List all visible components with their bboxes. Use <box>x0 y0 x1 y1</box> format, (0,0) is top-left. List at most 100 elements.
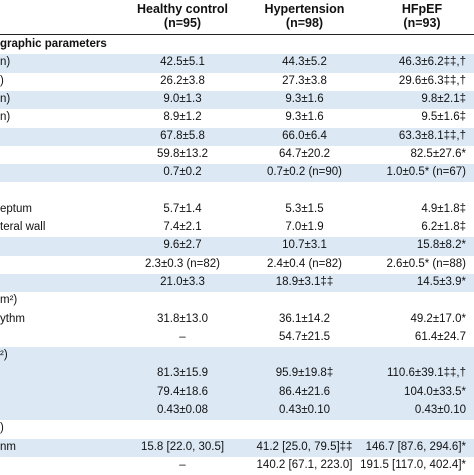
table-row: m²) <box>0 292 474 310</box>
cell-healthy-control: 31.8±13.0 <box>156 312 209 325</box>
row-label: m²) <box>0 294 18 307</box>
cell-healthy-control: 9.0±1.3 <box>163 92 202 105</box>
table-row: teral wall 7.4±2.1 7.0±1.9 6.2±1.8‡ <box>0 219 474 237</box>
column-header-healthy-control: Healthy control <box>137 2 228 16</box>
table-row: – 54.7±21.5 61.4±24.7 <box>0 329 474 347</box>
column-header-hypertension: Hypertension <box>264 2 345 16</box>
table-row: ²) <box>0 347 474 366</box>
cell-hypertension: 140.2 [67.1, 223.0] <box>256 458 353 471</box>
header-divider <box>0 34 474 35</box>
cell-hypertension: 0.7±0.2 (n=90) <box>266 166 343 179</box>
row-label: n) <box>0 92 11 105</box>
cell-healthy-control: 59.8±13.2 <box>156 147 209 160</box>
cell-hfpef: 29.6±6.3‡‡,† <box>398 74 466 87</box>
table-row: n) 8.9±1.2 9.3±1.6 9.5±1.6‡ <box>0 109 474 127</box>
cell-hypertension: 9.3±1.6 <box>285 111 324 124</box>
cell-hypertension: 10.7±3.1 <box>282 239 327 252</box>
cell-healthy-control: 9.6±2.7 <box>163 239 202 252</box>
group-size-hfpef: (n=93) <box>403 16 441 30</box>
cell-healthy-control: 2.3±0.3 (n=82) <box>144 257 221 270</box>
table-row: eptum 5.7±1.4 5.3±1.5 4.9±1.8‡ <box>0 201 474 219</box>
cell-healthy-control: 0.43±0.08 <box>156 404 209 416</box>
cell-hypertension: 41.2 [25.0, 79.5]‡‡ <box>256 440 353 453</box>
cell-healthy-control: 8.9±1.2 <box>163 111 202 124</box>
cell-hypertension: 95.9±19.8‡ <box>275 367 334 380</box>
cell-hfpef: 110.6±39.1‡‡,† <box>386 367 466 380</box>
cell-healthy-control: – <box>179 330 186 343</box>
row-label: ²) <box>0 349 8 362</box>
cell-hfpef: 9.8±2.1‡ <box>421 92 466 105</box>
cell-hypertension: 86.4±21.6 <box>278 385 331 398</box>
cell-healthy-control: – <box>179 458 186 471</box>
cell-hypertension: 27.3±3.8 <box>282 74 327 87</box>
table-row: 2.3±0.3 (n=82) 2.4±0.4 (n=82) 2.6±0.5* (n=… <box>0 256 474 274</box>
cell-hypertension: 64.7±20.2 <box>278 147 331 160</box>
cell-hypertension: 66.0±6.4 <box>282 129 327 142</box>
cell-hypertension: 36.1±14.2 <box>278 312 331 325</box>
cell-healthy-control: 81.3±15.9 <box>156 367 209 380</box>
cell-hypertension: 54.7±21.5 <box>278 330 331 343</box>
cell-healthy-control: 7.4±2.1 <box>163 221 202 233</box>
table-header: Healthy control Hypertension HFpEF <box>0 0 474 22</box>
cell-healthy-control: 15.8 [22.0, 30.5] <box>140 440 225 453</box>
cell-hfpef: 2.6±0.5* (n=88) <box>386 257 466 270</box>
cell-healthy-control: 5.7±1.4 <box>163 202 202 215</box>
cell-healthy-control: 26.2±3.8 <box>160 74 205 87</box>
cell-hfpef: 82.5±27.6* <box>410 147 466 160</box>
table-row: n) 42.5±5.1 44.3±5.2 46.3±6.2‡‡,† <box>0 54 474 73</box>
table-row: 0.7±0.2 0.7±0.2 (n=90) 1.0±0.5* (n=67) <box>0 164 474 183</box>
cell-healthy-control: 67.8±5.8 <box>160 129 205 142</box>
cell-hfpef: 63.3±8.1‡‡,† <box>398 129 466 142</box>
table-row: ythm 31.8±13.0 36.1±14.2 49.2±17.0* <box>0 311 474 329</box>
column-header-hfpef: HFpEF <box>401 2 443 16</box>
table-row: ) 26.2±3.8 27.3±3.8 29.6±6.3‡‡,† <box>0 73 474 91</box>
group-size-healthy-control: (n=95) <box>163 16 202 30</box>
table-row: 79.4±18.6 86.4±21.6 104.0±33.5* <box>0 383 474 402</box>
cell-hfpef: 15.8±8.2* <box>416 239 466 252</box>
row-label: n) <box>0 56 11 69</box>
table-row: 0.43±0.08 0.43±0.10 0.43±0.10 <box>0 402 474 421</box>
table-row: n) 9.0±1.3 9.3±1.6 9.8±2.1‡ <box>0 90 474 110</box>
cell-hfpef: 14.5±3.9* <box>416 275 466 288</box>
table-row: nm 15.8 [22.0, 30.5] 41.2 [25.0, 79.5]‡‡ 14… <box>0 438 474 457</box>
cell-hypertension: 9.3±1.6 <box>285 92 324 105</box>
cell-hfpef: 104.0±33.5* <box>404 385 466 398</box>
cell-hypertension: 44.3±5.2 <box>282 56 327 69</box>
cell-healthy-control: 42.5±5.1 <box>160 56 205 69</box>
section-header-row: graphic parameters <box>0 36 474 54</box>
row-label: nm <box>0 440 16 453</box>
row-label: graphic parameters <box>0 38 107 50</box>
cell-hypertension: 2.4±0.4 (n=82) <box>266 257 343 270</box>
cell-healthy-control: 0.7±0.2 <box>163 166 202 179</box>
cell-hfpef: 4.9±1.8‡ <box>421 202 466 215</box>
cell-healthy-control: 79.4±18.6 <box>156 385 209 398</box>
cell-hypertension: 18.9±3.1‡‡ <box>275 275 334 288</box>
cell-healthy-control: 21.0±3.3 <box>160 275 205 288</box>
table-row: 67.8±5.8 66.0±6.4 63.3±8.1‡‡,† <box>0 127 474 146</box>
cell-hfpef: 191.5 [117.0, 402.4]* <box>360 458 466 471</box>
table-row: – 140.2 [67.1, 223.0] 191.5 [117.0, 402.4]… <box>0 457 474 475</box>
row-label: ) <box>0 74 4 87</box>
table-row <box>0 182 474 200</box>
row-label: teral wall <box>0 221 46 233</box>
cell-hfpef: 6.2±1.8‡ <box>421 221 466 233</box>
table-row: 9.6±2.7 10.7±3.1 15.8±8.2* <box>0 237 474 256</box>
cell-hfpef: 146.7 [87.6, 294.6]* <box>365 440 466 453</box>
cell-hypertension: 7.0±1.9 <box>285 221 324 233</box>
row-label: n) <box>0 111 11 124</box>
row-label: eptum <box>0 202 32 215</box>
table-row: 21.0±3.3 18.9±3.1‡‡ 14.5±3.9* <box>0 273 474 293</box>
cell-hfpef: 9.5±1.6‡ <box>421 111 466 124</box>
table-row: ) <box>0 420 474 438</box>
cell-hfpef: 46.3±6.2‡‡,† <box>398 56 466 69</box>
cell-hypertension: 0.43±0.10 <box>278 404 331 416</box>
group-size-hypertension: (n=98) <box>285 16 324 30</box>
cell-hypertension: 5.3±1.5 <box>285 202 324 215</box>
group-size-header: (n=95) (n=98) (n=93) <box>0 14 474 36</box>
cell-hfpef: 1.0±0.5* (n=67) <box>386 166 466 179</box>
row-label: ) <box>0 422 4 435</box>
table-row: 59.8±13.2 64.7±20.2 82.5±27.6* <box>0 146 474 164</box>
cell-hfpef: 61.4±24.7 <box>414 330 466 343</box>
row-label: ythm <box>0 312 25 325</box>
cell-hfpef: 0.43±0.10 <box>414 404 466 416</box>
